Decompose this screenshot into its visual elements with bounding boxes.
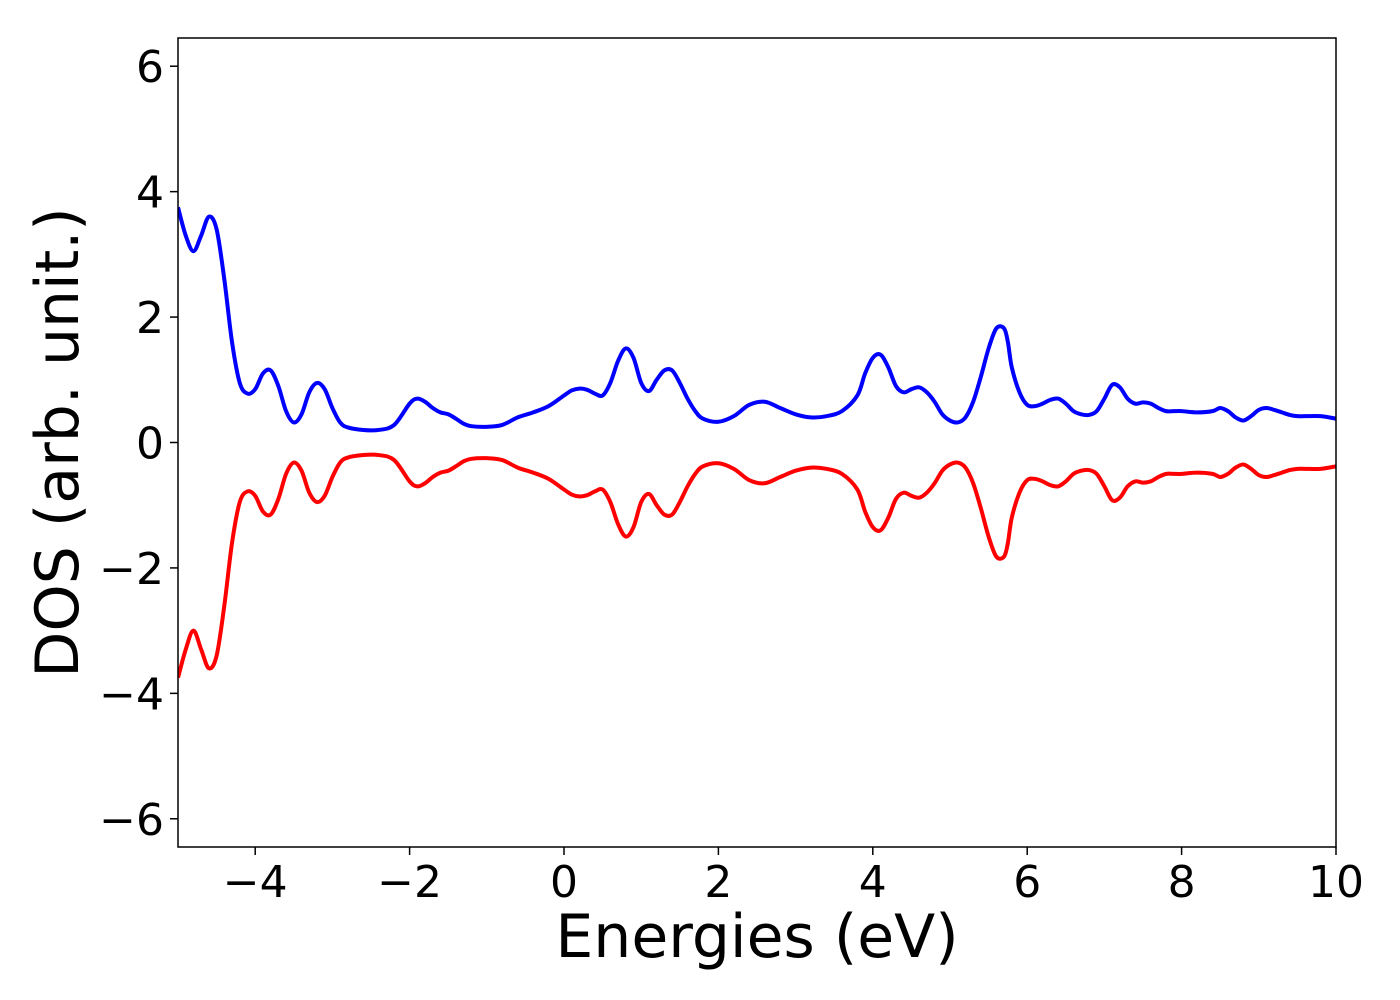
y-tick-label: 0 — [136, 419, 164, 470]
x-tick-label: 2 — [704, 857, 732, 908]
x-tick-label: 4 — [859, 857, 887, 908]
x-tick-label: −4 — [223, 857, 288, 908]
x-tick-label: 10 — [1308, 857, 1364, 908]
y-tick-label: 6 — [136, 42, 164, 93]
y-axis-title: DOS (arb. unit.) — [23, 207, 93, 677]
y-tick-label: 2 — [136, 293, 164, 344]
series-line-spin-down — [178, 452, 1336, 679]
y-tick-label: −2 — [99, 544, 164, 595]
x-tick-label: −2 — [377, 857, 442, 908]
x-tick-label: 0 — [550, 857, 578, 908]
plot-frame — [177, 37, 1337, 848]
x-tick-label: 8 — [1168, 857, 1196, 908]
y-axis: −6 −4 −2 0 2 4 6 — [99, 42, 178, 846]
y-tick-label: −6 — [99, 795, 164, 846]
y-tick-label: 4 — [136, 168, 164, 219]
x-tick-label: 6 — [1013, 857, 1041, 908]
series-layer — [178, 206, 1336, 679]
x-axis-title: Energies (eV) — [555, 902, 958, 972]
series-line-spin-up — [178, 206, 1336, 433]
y-tick-label: −4 — [99, 669, 164, 720]
x-axis: −4 −2 0 2 4 6 8 10 — [223, 847, 1364, 908]
